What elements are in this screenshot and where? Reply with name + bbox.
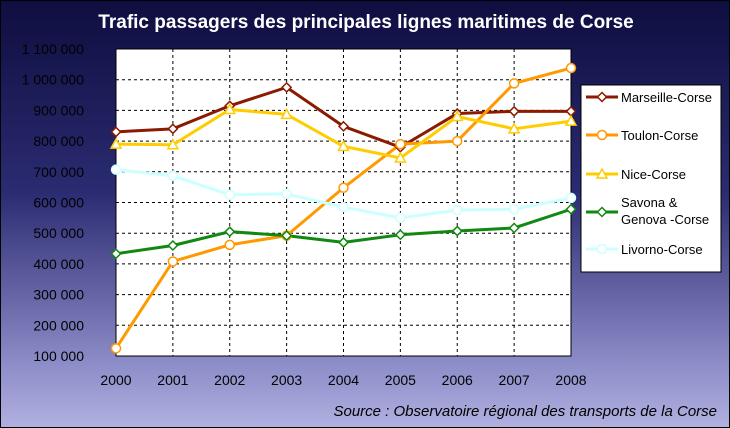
y-tick-label: 300 000 xyxy=(33,287,84,303)
data-point xyxy=(110,126,122,138)
data-point xyxy=(337,120,350,132)
data-point xyxy=(508,105,520,117)
data-point xyxy=(337,236,350,248)
data-point xyxy=(508,222,520,234)
data-point xyxy=(596,91,608,103)
data-point xyxy=(167,170,179,182)
chart-title: Trafic passagers des principales lignes … xyxy=(98,12,633,33)
data-point xyxy=(167,123,179,135)
data-point xyxy=(167,239,179,252)
y-tick-label: 800 000 xyxy=(33,133,84,149)
legend-items: Marseille-Corse Toulon-Corse Nice-Corse Sav… xyxy=(586,90,712,257)
data-point xyxy=(395,138,406,150)
data-point xyxy=(596,129,608,141)
data-point xyxy=(565,192,577,204)
x-tick-label: 2000 xyxy=(100,372,131,388)
x-tick-label: 2006 xyxy=(442,372,473,388)
data-point xyxy=(596,243,608,255)
data-point xyxy=(166,138,180,150)
y-tick-label: 700 000 xyxy=(33,164,84,180)
data-point xyxy=(450,109,464,122)
data-point xyxy=(451,225,463,237)
x-tick-label: 2007 xyxy=(499,372,530,388)
data-point xyxy=(338,182,349,194)
data-point xyxy=(224,239,235,251)
data-point xyxy=(281,81,293,93)
x-tick-label: 2004 xyxy=(328,372,359,388)
x-tick-label: 2002 xyxy=(214,372,245,388)
x-tick-label: 2008 xyxy=(555,372,586,388)
data-point xyxy=(395,212,406,224)
data-point xyxy=(394,151,407,163)
y-tick-label: 900 000 xyxy=(33,102,84,118)
y-tick-label: 500 000 xyxy=(33,225,84,241)
data-point xyxy=(167,256,179,267)
data-point xyxy=(452,204,463,216)
y-tick-label: 400 000 xyxy=(33,256,84,272)
gridlines xyxy=(115,48,572,357)
data-point xyxy=(565,62,577,74)
data-point xyxy=(223,102,237,115)
data-point xyxy=(337,139,350,152)
x-tick-label: 2001 xyxy=(157,372,188,388)
data-point xyxy=(508,78,520,89)
y-tick-label: 200 000 xyxy=(33,317,84,333)
data-point xyxy=(281,230,293,242)
x-axis-tick-labels: 2000 2001 2002 2003 2004 2005 2006 2007 2008 xyxy=(100,372,586,388)
data-point xyxy=(564,114,578,126)
legend-label: Nice-Corse xyxy=(621,167,686,182)
legend-label: Toulon-Corse xyxy=(621,128,698,143)
data-point xyxy=(280,107,293,120)
data-point xyxy=(595,167,609,179)
y-axis-tick-labels: 100 000 200 000 300 000 400 000 500 000 600 0… xyxy=(22,41,85,364)
data-point xyxy=(596,206,608,218)
legend-label: Savona & Genova -Corse xyxy=(621,195,709,227)
data-point xyxy=(110,164,122,175)
chart-source: Source : Observatoire régional des trans… xyxy=(333,403,717,420)
data-point xyxy=(565,203,577,215)
legend-label: Livorno-Corse xyxy=(621,242,703,257)
data-point xyxy=(338,201,349,213)
data-point xyxy=(281,188,292,200)
data-point xyxy=(224,189,235,201)
x-tick-label: 2003 xyxy=(271,372,302,388)
y-tick-label: 1 100 000 xyxy=(22,41,84,57)
y-tick-label: 100 000 xyxy=(33,348,84,364)
series-markers xyxy=(109,62,578,354)
data-point xyxy=(394,229,406,241)
data-point xyxy=(109,137,123,149)
data-point xyxy=(452,135,463,147)
y-tick-label: 1 000 000 xyxy=(22,72,84,88)
data-point xyxy=(110,248,122,260)
data-point xyxy=(508,204,520,215)
data-point xyxy=(224,226,236,238)
x-tick-label: 2005 xyxy=(385,372,416,388)
legend-label: Marseille-Corse xyxy=(621,90,712,105)
data-point xyxy=(507,122,521,134)
data-point xyxy=(110,343,122,354)
y-tick-label: 600 000 xyxy=(33,195,84,211)
